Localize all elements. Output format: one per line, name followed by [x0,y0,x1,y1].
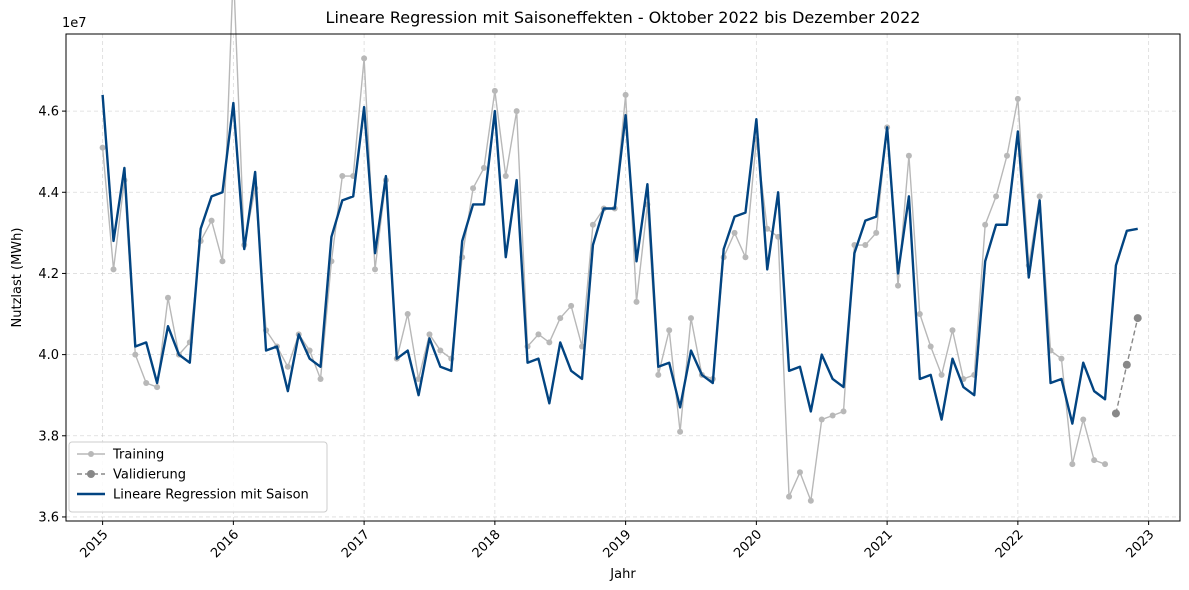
data-point [132,351,139,358]
data-point [1133,314,1142,323]
data-point [557,315,564,322]
data-point [361,55,368,62]
data-point [655,371,662,378]
data-point [1122,360,1131,369]
data-point [1102,461,1109,468]
data-point [807,497,814,504]
data-point [480,164,487,171]
data-point [687,315,694,322]
data-point [873,229,880,236]
data-point [208,217,215,224]
series-line-lineare-regression-mit-saison [101,94,1138,425]
data-point [1014,95,1021,102]
data-point [1091,457,1098,464]
data-point [796,469,803,476]
y-tick-label: 4.0 [38,348,59,363]
chart-title: Lineare Regression mit Saisoneffekten - … [326,8,921,27]
data-point [546,339,553,346]
y-tick-label: 4.2 [38,267,59,282]
data-point [1111,409,1120,418]
data-point [1058,355,1065,362]
y-axis-label: Nutzlast (MWh) [10,228,25,328]
data-point [339,173,346,180]
data-point [829,412,836,419]
y-tick-label: 3.6 [38,510,59,525]
data-point [938,371,945,378]
data-point [764,225,771,232]
data-point [927,343,934,350]
data-point [1003,152,1010,159]
data-point [742,254,749,261]
data-point [840,408,847,415]
legend-marker [87,470,95,478]
data-point [513,108,520,115]
data-point [1069,461,1076,468]
legend-label: Training [112,448,164,463]
data-point [404,311,411,318]
data-point [491,87,498,94]
data-point [731,229,738,236]
legend-box [68,441,328,513]
data-point [677,428,684,435]
data-point [426,331,433,338]
data-point [317,375,324,382]
data-point [502,173,509,180]
data-point [895,282,902,289]
data-point [993,193,1000,200]
legend: Training Validierung Lineare Regression mi… [68,441,328,513]
data-point [415,375,422,382]
data-point [284,363,291,370]
data-point [154,384,161,391]
data-point [982,221,989,228]
data-point [1080,416,1087,423]
data-point [437,347,444,354]
y-axis-multiplier: 1e7 [62,16,87,31]
data-point [862,242,869,249]
data-point [110,266,117,273]
data-point [905,152,912,159]
data-point [568,302,575,309]
data-point [306,347,313,354]
x-axis-label: Jahr [609,567,636,582]
data-point [916,311,923,318]
legend-label: Lineare Regression mit Saison [113,488,309,503]
data-point [633,298,640,305]
data-point [535,331,542,338]
series-layer [99,0,1142,504]
data-point [786,493,793,500]
data-point [949,327,956,334]
y-tick-label: 4.4 [38,186,59,201]
legend-marker [88,451,94,457]
data-point [164,294,171,301]
plot-frame [65,33,1181,522]
data-point [1036,193,1043,200]
data-point [666,327,673,334]
data-point [99,144,106,151]
data-point [818,416,825,423]
data-point [143,380,150,387]
data-point [470,185,477,192]
y-tick-label: 3.8 [38,429,59,444]
legend-label: Validierung [113,468,186,483]
data-point [219,258,226,265]
data-point [372,266,379,273]
data-point [622,91,629,98]
data-point [589,221,596,228]
y-tick-label: 4.6 [38,105,59,120]
